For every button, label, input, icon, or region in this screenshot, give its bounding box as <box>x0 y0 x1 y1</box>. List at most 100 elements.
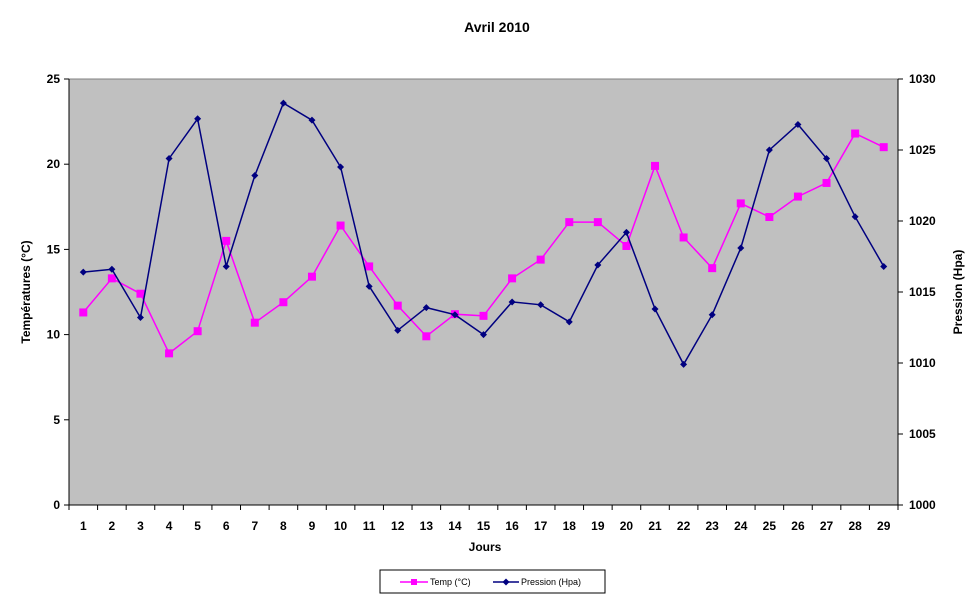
x-tick-label: 2 <box>109 519 116 533</box>
temp-point <box>165 349 174 358</box>
x-tick-label: 9 <box>309 519 316 533</box>
x-tick-label: 29 <box>877 519 891 533</box>
left-tick-label: 15 <box>47 242 61 256</box>
right-axis: 1000 1005 1010 1015 1020 1025 1030 <box>897 72 936 512</box>
x-tick-label: 1 <box>80 519 87 533</box>
pressure-point <box>823 155 831 163</box>
x-axis-title: Jours <box>469 540 502 554</box>
x-tick-label: 18 <box>563 519 577 533</box>
temp-point <box>879 143 888 152</box>
x-tick-label: 7 <box>251 519 258 533</box>
temp-point <box>422 332 431 341</box>
y2-axis-title: Pression (Hpa) <box>951 250 965 335</box>
x-tick-label: 25 <box>763 519 777 533</box>
temp-point <box>79 308 88 317</box>
pressure-point <box>136 314 144 322</box>
pressure-point <box>279 99 287 107</box>
right-tick-label: 1025 <box>909 143 936 157</box>
series-layer <box>79 99 888 368</box>
temp-point <box>222 236 231 245</box>
pressure-point <box>851 213 859 221</box>
temp-point <box>307 272 316 281</box>
pressure-point <box>651 305 659 313</box>
pressure-point <box>880 262 888 270</box>
left-tick-label: 5 <box>53 413 60 427</box>
right-tick-label: 1015 <box>909 285 936 299</box>
temp-point <box>107 274 116 283</box>
legend-box <box>379 569 606 594</box>
left-tick-label: 10 <box>47 328 61 342</box>
temp-point <box>736 199 745 208</box>
x-tick-label: 3 <box>137 519 144 533</box>
x-tick-label: 11 <box>363 519 376 533</box>
temp-point <box>193 327 202 336</box>
pressure-point <box>394 326 402 334</box>
temp-point <box>336 221 345 230</box>
legend-temp-label: Temp (°C) <box>430 577 471 587</box>
temp-point <box>565 218 574 227</box>
x-tick-label: 15 <box>477 519 491 533</box>
temp-point <box>250 318 259 327</box>
right-tick-label: 1010 <box>909 356 936 370</box>
x-tick-label: 24 <box>734 519 748 533</box>
chart-title: Avril 2010 <box>464 19 530 35</box>
right-tick-label: 1030 <box>909 72 936 86</box>
x-tick-label: 23 <box>706 519 720 533</box>
temp-point <box>822 178 831 187</box>
x-tick-label: 22 <box>677 519 691 533</box>
pressure-point <box>765 146 773 154</box>
legend-temp-marker <box>411 579 417 585</box>
left-tick-label: 0 <box>53 498 60 512</box>
temp-point <box>393 301 402 310</box>
x-tick-label: 6 <box>223 519 230 533</box>
x-tick-label: 26 <box>791 519 805 533</box>
pressure-point <box>422 304 430 312</box>
x-tick-label: 13 <box>420 519 434 533</box>
temp-point <box>479 311 488 320</box>
pressure-point <box>708 311 716 319</box>
temp-point <box>593 218 602 227</box>
legend-pressure-label: Pression (Hpa) <box>521 577 581 587</box>
x-tick-label: 12 <box>391 519 405 533</box>
temp-point <box>279 298 288 307</box>
pressure-point <box>251 172 259 180</box>
pressure-point <box>537 301 545 309</box>
series-temperature <box>79 129 888 358</box>
x-tick-label: 17 <box>534 519 548 533</box>
right-tick-label: 1000 <box>909 498 936 512</box>
x-tick-label: 5 <box>194 519 201 533</box>
pressure-point <box>508 298 516 306</box>
x-tick-label: 27 <box>820 519 834 533</box>
pressure-point <box>165 155 173 163</box>
right-tick-label: 1005 <box>909 427 936 441</box>
x-tick-label: 14 <box>448 519 462 533</box>
x-tick-label: 19 <box>591 519 605 533</box>
legend-pressure-marker <box>502 578 510 586</box>
x-tick-label: 28 <box>848 519 862 533</box>
temp-point <box>851 129 860 138</box>
pressure-point <box>451 311 459 319</box>
pressure-point <box>565 318 573 326</box>
x-tick-label: 8 <box>280 519 287 533</box>
temp-point <box>536 255 545 264</box>
pressure-point <box>737 244 745 252</box>
temp-point <box>765 213 774 222</box>
pressure-point <box>480 331 487 339</box>
temp-point <box>793 192 802 201</box>
legend: Temp (°C) Pression (Hpa) <box>379 569 606 594</box>
pressure-point <box>680 360 688 368</box>
pressure-point <box>594 261 602 269</box>
temp-point <box>136 289 145 298</box>
x-tick-label: 20 <box>620 519 634 533</box>
left-tick-label: 25 <box>47 72 61 86</box>
x-axis: 1 2 3 4 5 6 7 8 9 10 11 12 13 14 15 16 17 18 19 20 21 22 23 24 2… <box>68 504 899 533</box>
series-pressure <box>79 99 888 368</box>
pressure-point <box>308 116 316 124</box>
x-tick-label: 21 <box>648 519 662 533</box>
plot-area <box>68 78 899 506</box>
temp-point <box>708 264 717 273</box>
pressure-point <box>337 163 345 171</box>
temp-point <box>679 233 688 242</box>
pressure-point <box>108 265 116 273</box>
